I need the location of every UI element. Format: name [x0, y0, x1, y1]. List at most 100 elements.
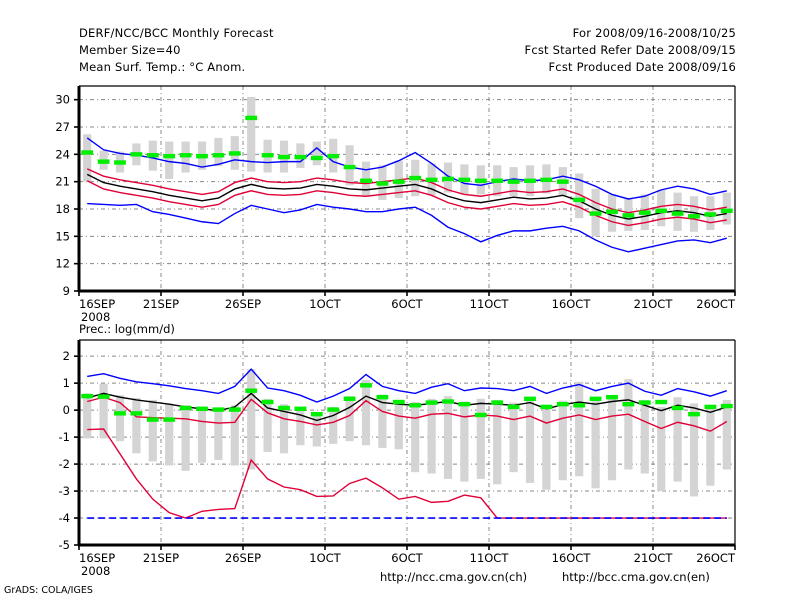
spread-bar: [689, 403, 699, 497]
observed-dash: [343, 164, 356, 170]
y-tick-label: -1: [59, 430, 70, 444]
observed-dash: [196, 153, 208, 159]
series-ensemble_max: [86, 137, 727, 200]
observed-dash: [507, 404, 520, 410]
spread-bar: [575, 381, 584, 477]
spread-bar: [329, 406, 338, 444]
x-tick-label: 16SEP: [79, 297, 115, 311]
series-ensemble_upper_quartile: [86, 168, 727, 214]
observed-dash: [81, 150, 94, 155]
fcst-started-label: Fcst Started Refer Date 2008/09/15: [524, 43, 736, 57]
spread-bar: [640, 399, 649, 474]
observed-dash: [540, 404, 553, 410]
spread-bar: [689, 196, 699, 232]
y-tick-label: 12: [55, 257, 70, 271]
y-tick-label: -2: [59, 457, 70, 471]
observed-dash: [114, 411, 126, 416]
observed-dash: [81, 393, 94, 399]
ncc-url-link[interactable]: http://ncc.cma.gov.cn(ch): [380, 570, 528, 584]
observed-dash: [704, 404, 717, 410]
x-tick-label: 6OCT: [391, 297, 423, 311]
observed-dash: [97, 159, 110, 164]
observed-dash: [360, 383, 372, 388]
observed-dash: [245, 388, 258, 393]
observed-dash: [425, 400, 438, 405]
x-tick-label: 21SEP: [143, 551, 179, 565]
observed-dash: [179, 153, 192, 158]
spread-bar: [657, 406, 666, 492]
observed-dash: [458, 401, 471, 407]
spread-bar: [394, 399, 403, 450]
observed-dash: [343, 396, 356, 402]
spread-bar: [361, 161, 371, 196]
observed-dash: [310, 411, 323, 417]
observed-dashes: [81, 115, 733, 219]
observed-dash: [212, 153, 225, 158]
observed-dash: [671, 211, 684, 216]
spread-bar: [181, 405, 190, 471]
temperature-panel-label: Mean Surf. Temp.: °C Anom.: [79, 60, 246, 74]
spread-bar: [132, 397, 141, 454]
fcst-produced-label: Fcst Produced Date 2008/09/16: [548, 60, 736, 74]
observed-dash: [294, 406, 307, 411]
spread-bar: [148, 399, 157, 462]
spread-bar: [722, 192, 731, 225]
y-tick-label: 27: [55, 120, 70, 134]
observed-dash: [261, 399, 274, 405]
observed-dash: [720, 403, 733, 409]
series-ensemble_max: [87, 368, 728, 403]
forecast-lines: [87, 368, 728, 519]
series-ensemble_median: [87, 392, 728, 422]
observed-dash: [97, 394, 110, 399]
spread-bar: [230, 405, 239, 466]
x-tick-label: 21OCT: [634, 551, 674, 565]
spread-bar: [558, 400, 567, 481]
x-tick-label: 26SEP: [225, 551, 261, 565]
spread-bar: [165, 403, 174, 466]
spread-bar: [411, 402, 420, 473]
grads-credit: GrADS: COLA/IGES: [4, 585, 93, 596]
observed-dash: [720, 208, 733, 214]
observed-dash: [458, 177, 471, 183]
observed-dash: [688, 411, 700, 417]
observed-dash: [638, 210, 651, 215]
spread-bar: [460, 401, 469, 482]
observed-dash: [278, 405, 290, 411]
year-label: 2008: [81, 564, 110, 578]
spread-bar: [247, 96, 256, 172]
observed-dash: [392, 179, 405, 184]
observed-dash: [146, 417, 159, 422]
x-tick-label: 16SEP: [79, 551, 115, 565]
series-ensemble_lower_quartile: [86, 180, 727, 227]
observed-dash: [442, 176, 454, 182]
observed-dash: [392, 399, 405, 405]
observed-dashes: [81, 383, 733, 422]
spread-bar: [115, 395, 125, 442]
observed-dash: [524, 178, 536, 183]
observed-dash: [278, 154, 290, 160]
spread-bar: [99, 383, 108, 439]
spread-bar: [345, 396, 354, 442]
observed-dash: [622, 213, 635, 218]
observed-dash: [409, 175, 422, 181]
y-tick-label: -3: [59, 484, 70, 498]
x-tick-label: 11OCT: [470, 551, 510, 565]
year-label: 2008: [81, 310, 110, 324]
observed-dash: [474, 178, 487, 183]
spread-bar: [361, 379, 371, 446]
x-tick-label: 16OCT: [552, 551, 592, 565]
observed-dash: [376, 394, 389, 400]
y-tick-label: -5: [59, 538, 70, 552]
y-tick-label: 15: [55, 229, 70, 243]
spread-bar: [197, 406, 207, 463]
x-tick-label: 26SEP: [225, 297, 261, 311]
observed-dash: [179, 405, 192, 411]
observed-dash: [163, 417, 176, 422]
observed-dash: [360, 178, 372, 183]
spread-bar: [525, 397, 535, 483]
spread-bar: [83, 134, 92, 182]
observed-dash: [589, 211, 602, 216]
bcc-url-link[interactable]: http://bcc.cma.gov.cn(en): [562, 570, 710, 584]
observed-dash: [524, 396, 536, 402]
spread-bar: [296, 406, 305, 446]
